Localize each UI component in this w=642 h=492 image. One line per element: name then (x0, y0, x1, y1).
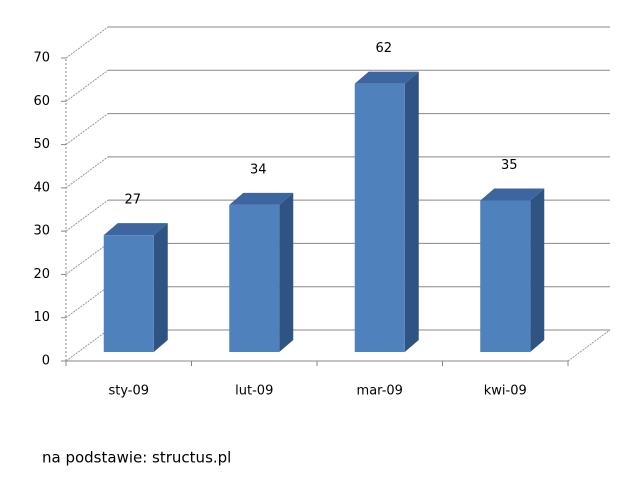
y-tick-label: 30 (33, 224, 50, 239)
y-tick-label: 70 (33, 51, 50, 66)
y-tick-label: 40 (33, 180, 50, 195)
bar-side (153, 223, 168, 352)
y-tick-label: 0 (42, 354, 50, 369)
y-tick-label: 20 (33, 267, 50, 282)
data-label: 34 (250, 162, 267, 177)
y-tick-label: 10 (33, 310, 50, 325)
bar-top (229, 192, 294, 205)
data-label: 35 (501, 158, 518, 173)
bar-top (103, 223, 168, 236)
x-tick-label: lut-09 (235, 384, 273, 399)
bar (480, 200, 531, 352)
grid-diagonal (65, 243, 109, 275)
bar-side (279, 192, 294, 352)
grid-diagonal (65, 26, 109, 59)
bar (103, 235, 154, 352)
x-tick-label: mar-09 (357, 384, 403, 399)
grid-diagonal (65, 286, 109, 319)
grid-diagonal (65, 69, 109, 102)
bar-side (530, 188, 545, 352)
grid-diagonal (65, 156, 109, 189)
bar-top (480, 188, 545, 201)
floor-side (567, 329, 611, 362)
x-tick-label: sty-09 (108, 384, 149, 399)
bar (354, 83, 405, 352)
source-note: na podstawie: structus.pl (42, 449, 231, 467)
bar-top (354, 71, 419, 84)
data-label: 27 (124, 193, 141, 208)
x-tick-label: kwi-09 (484, 384, 527, 399)
bar (229, 204, 280, 352)
grid-diagonal (65, 199, 109, 232)
bar-side (404, 71, 419, 352)
grid-diagonal (65, 329, 109, 362)
data-label: 62 (375, 41, 392, 56)
grid-diagonal (65, 113, 109, 145)
y-tick-label: 50 (33, 137, 50, 152)
y-tick-label: 60 (33, 94, 50, 109)
